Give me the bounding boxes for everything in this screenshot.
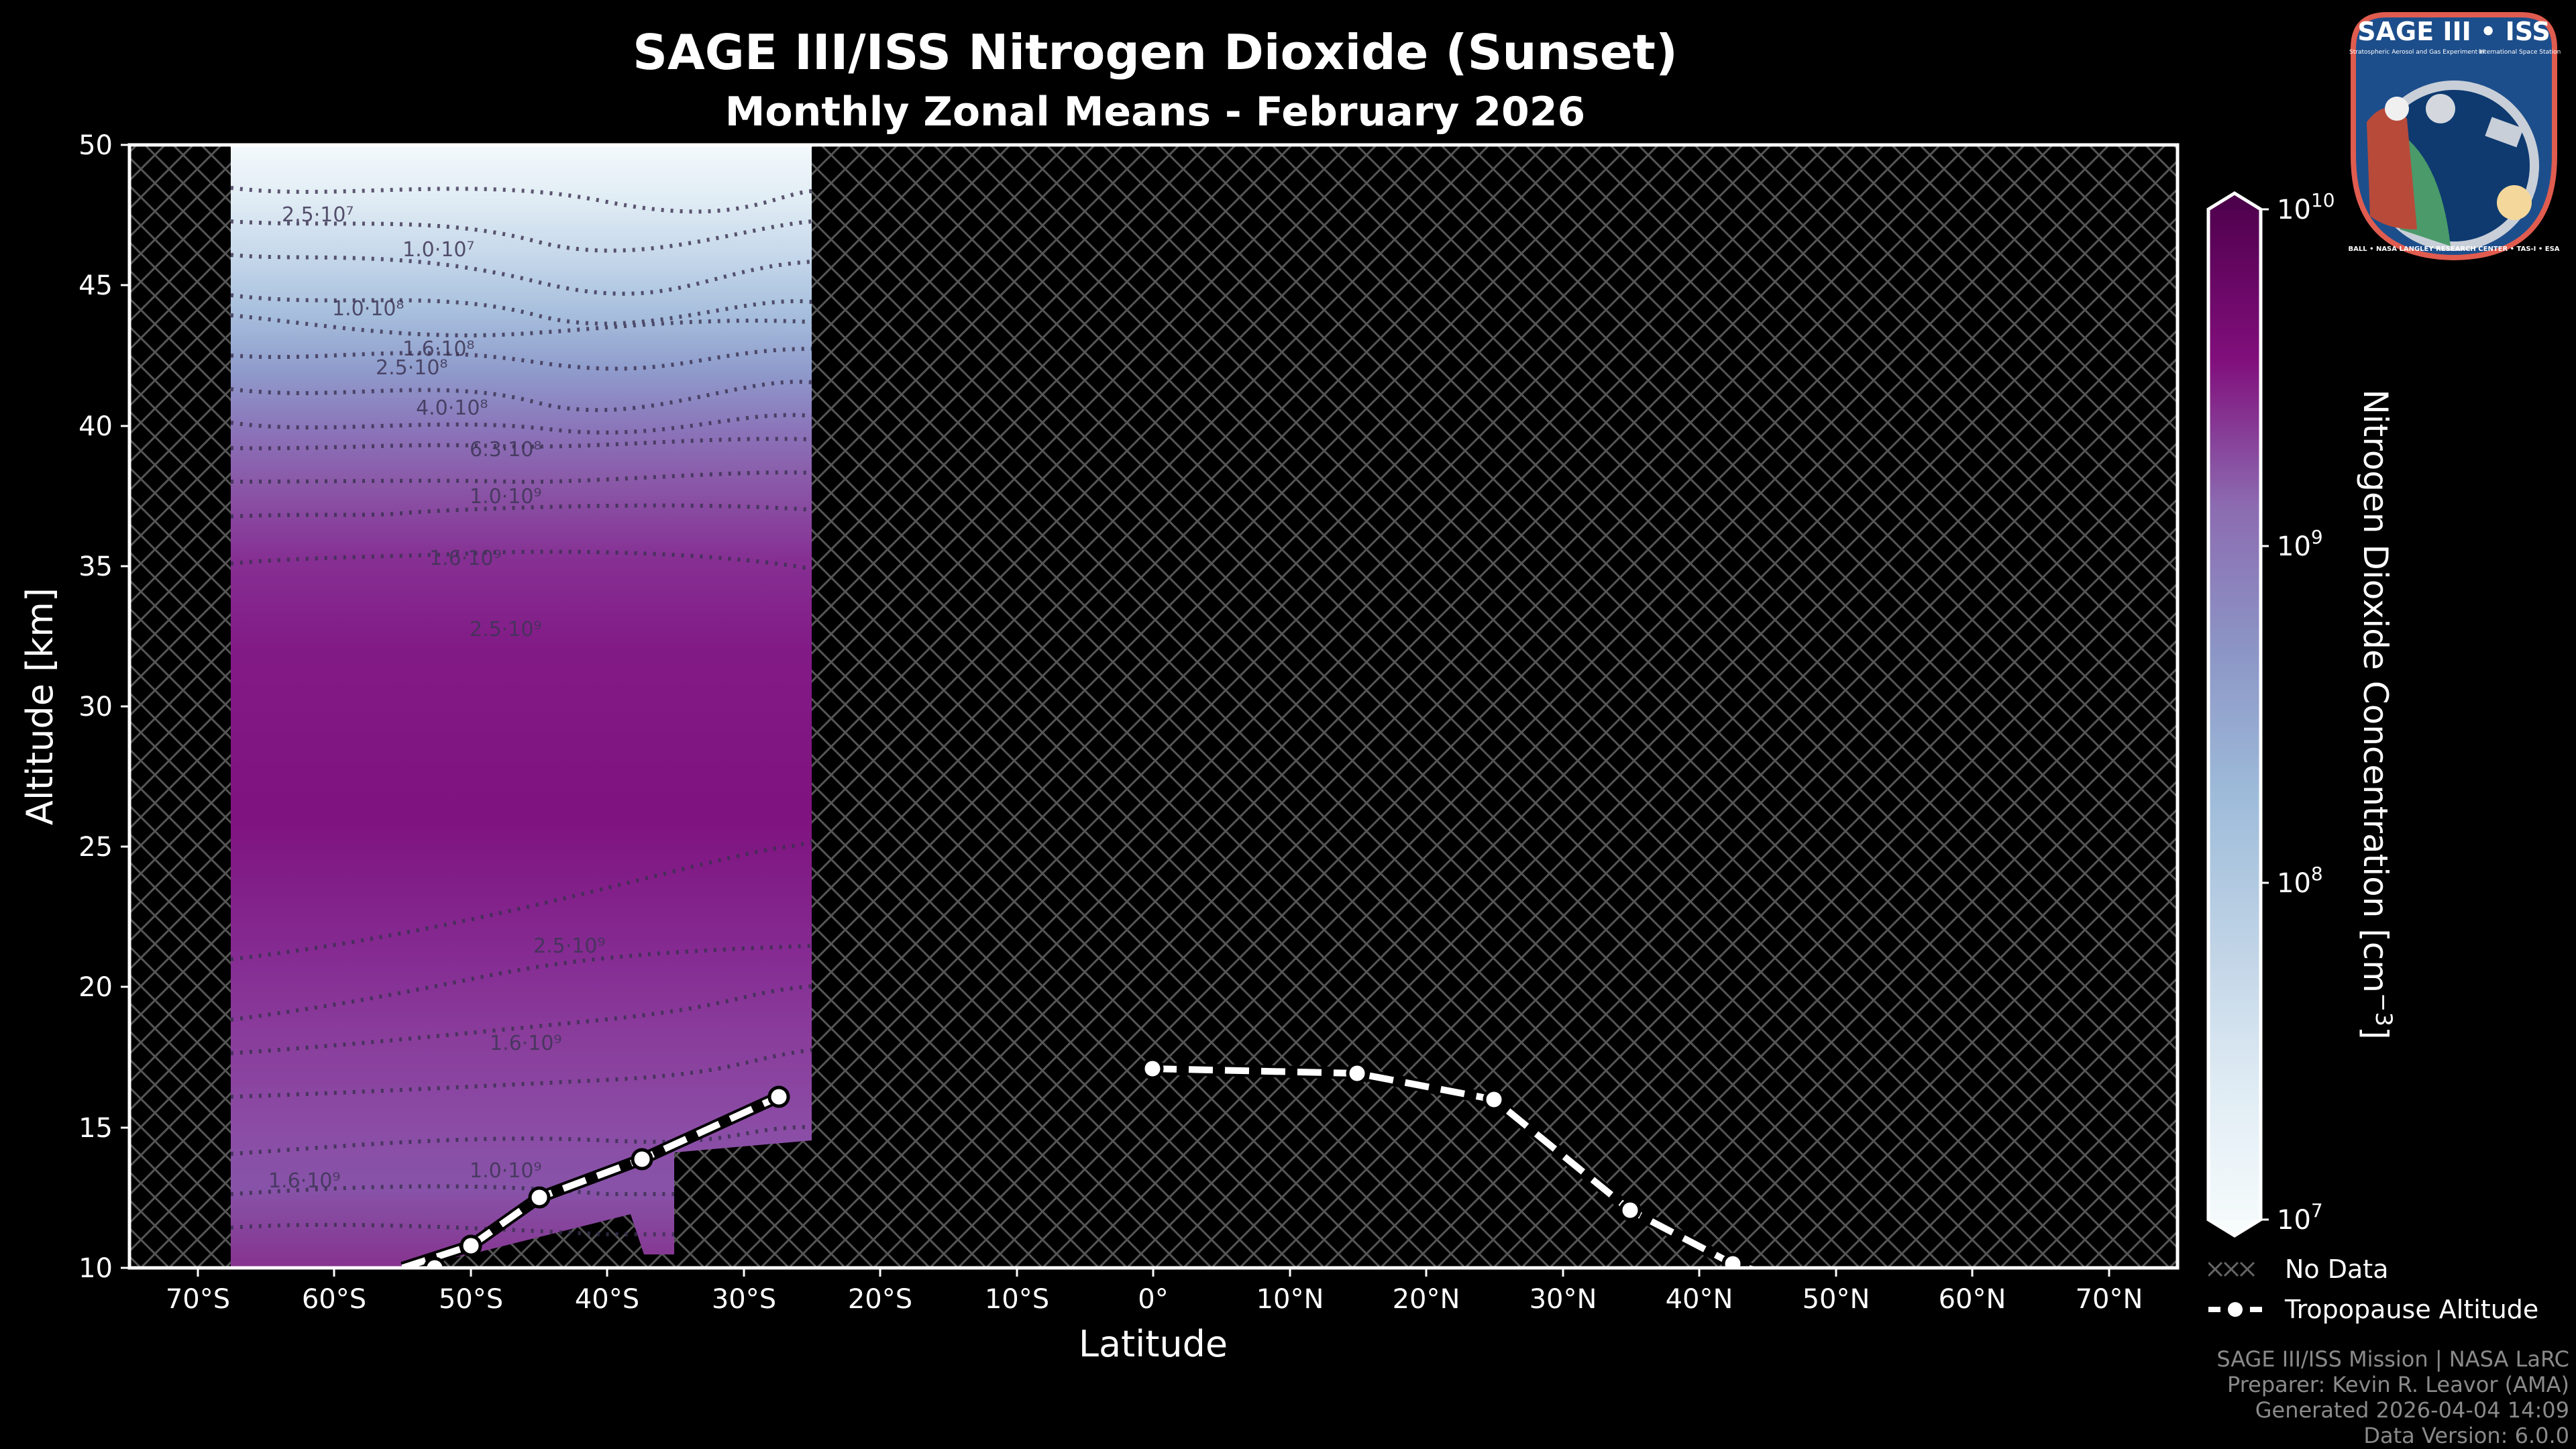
y-axis-label: Altitude [km] — [19, 588, 61, 825]
x-ticks — [197, 1268, 2110, 1277]
svg-text:SAGE III • ISS: SAGE III • ISS — [2357, 17, 2551, 46]
cbar-tick-1e7: 107 — [2277, 1199, 2323, 1236]
svg-text:15: 15 — [78, 1113, 113, 1144]
svg-text:30°N: 30°N — [1529, 1284, 1597, 1315]
svg-text:2.5·10⁹: 2.5·10⁹ — [533, 934, 605, 958]
svg-text:40°N: 40°N — [1666, 1284, 1733, 1315]
svg-text:10°S: 10°S — [985, 1284, 1049, 1315]
svg-text:0°: 0° — [1138, 1284, 1168, 1315]
hatch-icon — [2208, 1261, 2255, 1277]
svg-text:1.6·10⁹: 1.6·10⁹ — [490, 1032, 561, 1055]
colorbar: 1010 109 108 107 Nitrogen Dioxide Concen… — [2206, 189, 2397, 1238]
cbar-tick-1e8: 108 — [2277, 863, 2323, 899]
svg-text:40°S: 40°S — [575, 1284, 639, 1315]
svg-text:2.5·10⁸: 2.5·10⁸ — [376, 356, 447, 380]
footer-data-version: Data Version: 6.0.0 — [2363, 1423, 2569, 1448]
svg-text:2.5·10⁹: 2.5·10⁹ — [470, 618, 541, 641]
chart-subtitle: Monthly Zonal Means - February 2026 — [724, 89, 1586, 136]
svg-text:35: 35 — [78, 551, 113, 582]
svg-text:60°N: 60°N — [1939, 1284, 2006, 1315]
svg-text:6.3·10⁸: 6.3·10⁸ — [470, 438, 541, 462]
legend: No Data Tropopause Altitude — [2208, 1249, 2538, 1330]
cbar-tick-1e10: 1010 — [2277, 189, 2335, 225]
footer-preparer: Preparer: Kevin R. Leavor (AMA) — [2226, 1372, 2569, 1397]
y-tick-labels: 10 15 20 25 30 35 40 45 50 — [78, 130, 113, 1284]
svg-text:Stratospheric Aerosol and Gas: Stratospheric Aerosol and Gas Experiment… — [2349, 49, 2485, 56]
legend-item-no-data: No Data — [2208, 1249, 2538, 1289]
svg-text:1.0·10⁹: 1.0·10⁹ — [470, 1159, 541, 1183]
svg-text:50°N: 50°N — [1803, 1284, 1870, 1315]
cbar-tick-1e9: 109 — [2277, 526, 2323, 562]
svg-text:1.6·10⁹: 1.6·10⁹ — [429, 547, 501, 570]
dashed-line-marker-icon — [2208, 1302, 2262, 1317]
svg-text:International Space Station: International Space Station — [2479, 49, 2561, 56]
legend-item-tropopause: Tropopause Altitude — [2208, 1289, 2538, 1330]
svg-text:1.0·10⁹: 1.0·10⁹ — [470, 485, 541, 508]
footer-generated: Generated 2026-04-04 14:09 — [2255, 1397, 2569, 1423]
svg-text:25: 25 — [78, 832, 113, 863]
svg-text:1.0·10⁸: 1.0·10⁸ — [332, 297, 404, 321]
svg-text:1.0·10⁷: 1.0·10⁷ — [402, 238, 474, 262]
legend-label: No Data — [2285, 1254, 2389, 1284]
svg-text:4.0·10⁸: 4.0·10⁸ — [416, 396, 488, 420]
concentration-field: 1.0·10⁸ 1.6·10⁸ 2.5·10⁸ 4.0·10⁸ 6.3·10⁸ … — [230, 145, 812, 1268]
svg-text:60°S: 60°S — [302, 1284, 366, 1315]
svg-text:1.6·10⁸: 1.6·10⁸ — [402, 337, 474, 361]
svg-text:20: 20 — [78, 972, 113, 1003]
svg-text:50: 50 — [78, 130, 113, 161]
svg-text:30°S: 30°S — [712, 1284, 776, 1315]
svg-text:10°N: 10°N — [1256, 1284, 1324, 1315]
svg-text:45: 45 — [78, 270, 113, 301]
svg-text:40: 40 — [78, 411, 113, 442]
sage-iii-iss-logo: SAGE III • ISS Stratospheric Aerosol and… — [2348, 12, 2561, 261]
footer-mission: SAGE III/ISS Mission | NASA LaRC — [2216, 1346, 2569, 1372]
svg-text:BALL • NASA LANGLEY RESEARCH C: BALL • NASA LANGLEY RESEARCH CENTER • TA… — [2348, 246, 2559, 253]
footer-credits: SAGE III/ISS Mission | NASA LaRC Prepare… — [2216, 1346, 2569, 1448]
x-tick-labels: 70°S 60°S 50°S 40°S 30°S 20°S 10°S 0° 10… — [166, 1284, 2143, 1315]
svg-text:20°S: 20°S — [848, 1284, 912, 1315]
svg-text:20°N: 20°N — [1393, 1284, 1460, 1315]
svg-text:2.5·10⁷: 2.5·10⁷ — [282, 203, 354, 227]
svg-text:30: 30 — [78, 692, 113, 722]
y-ticks — [121, 144, 129, 1269]
x-axis-label: Latitude — [1079, 1323, 1228, 1365]
svg-text:10: 10 — [78, 1253, 113, 1284]
svg-text:70°S: 70°S — [166, 1284, 230, 1315]
svg-text:50°S: 50°S — [439, 1284, 503, 1315]
chart-title: SAGE III/ISS Nitrogen Dioxide (Sunset) — [633, 24, 1678, 80]
legend-label: Tropopause Altitude — [2285, 1295, 2539, 1324]
svg-text:1.6·10⁹: 1.6·10⁹ — [268, 1169, 340, 1193]
svg-text:70°N: 70°N — [2076, 1284, 2143, 1315]
colorbar-label: Nitrogen Dioxide Concentration [cm−3] — [2356, 389, 2397, 1039]
